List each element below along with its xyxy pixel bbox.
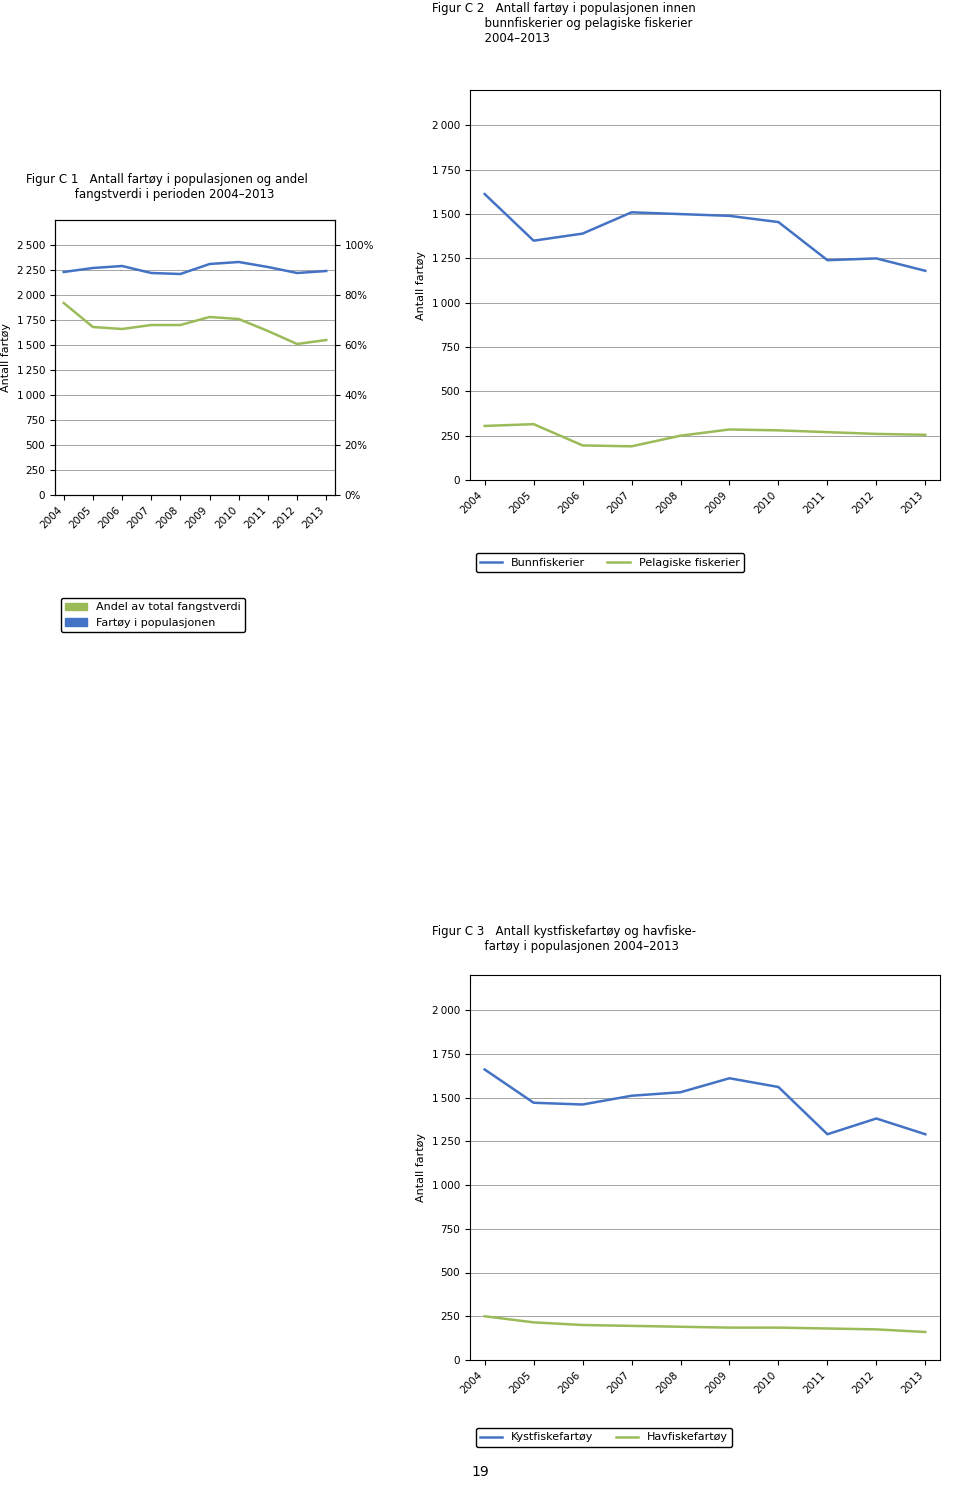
Bunnfiskerier [724,206,735,224]
Bunnfiskerier [675,205,686,223]
Pelagiske fiskerier [724,420,735,438]
Line: Havfiskefartøy: Havfiskefartøy [485,1316,925,1333]
Legend: Bunnfiskerier, Pelagiske fiskerier: Bunnfiskerier, Pelagiske fiskerier [475,553,744,572]
Havfiskefartøy [871,1321,882,1339]
Bunnfiskerier [528,232,540,249]
Fartøy i populasjonen [262,258,274,276]
Bunnfiskerier [773,214,784,232]
Line: Pelagiske fiskerier: Pelagiske fiskerier [485,424,925,447]
Pelagiske fiskerier [871,424,882,442]
Pelagiske fiskerier [920,426,931,444]
Bunnfiskerier [920,261,931,279]
Fartøy i populasjonen [175,264,186,282]
Legend: Kystfiskefartøy, Havfiskefartøy: Kystfiskefartøy, Havfiskefartøy [475,1428,732,1446]
Kystfiskefartøy [626,1086,637,1104]
Kystfiskefartøy [479,1061,491,1079]
Pelagiske fiskerier [675,427,686,445]
Line: Kystfiskefartøy: Kystfiskefartøy [485,1070,925,1134]
Bunnfiskerier [626,203,637,221]
Bunnfiskerier [577,224,588,242]
Havfiskefartøy [724,1319,735,1337]
Kystfiskefartøy [822,1125,833,1143]
Fartøy i populasjonen [321,261,332,279]
Kystfiskefartøy [528,1094,540,1112]
Pelagiske fiskerier [822,423,833,441]
Pelagiske fiskerier [773,421,784,439]
Havfiskefartøy [675,1318,686,1336]
Andel av total fangstverdi [262,323,274,341]
Fartøy i populasjonen [233,252,245,270]
Text: 19: 19 [471,1466,489,1479]
Fartøy i populasjonen [58,263,69,281]
Andel av total fangstverdi [291,335,302,353]
Havfiskefartøy [479,1307,491,1325]
Line: Fartøy i populasjonen: Fartøy i populasjonen [63,261,326,273]
Y-axis label: Antall fartøy: Antall fartøy [417,251,426,320]
Andel av total fangstverdi [204,308,215,326]
Kystfiskefartøy [773,1079,784,1097]
Text: Figur C 3   Antall kystfiskefartøy og havfiske-
              fartøy i populasjo: Figur C 3 Antall kystfiskefartøy og havf… [432,925,696,953]
Y-axis label: Antall fartøy: Antall fartøy [417,1132,426,1203]
Bunnfiskerier [479,185,491,203]
Havfiskefartøy [822,1319,833,1337]
Pelagiske fiskerier [577,436,588,454]
Line: Andel av total fangstverdi: Andel av total fangstverdi [63,303,326,344]
Pelagiske fiskerier [626,438,637,456]
Havfiskefartøy [626,1316,637,1334]
Kystfiskefartøy [724,1070,735,1088]
Pelagiske fiskerier [479,417,491,435]
Havfiskefartøy [528,1313,540,1331]
Kystfiskefartøy [871,1110,882,1128]
Legend: Andel av total fangstverdi, Fartøy i populasjonen: Andel av total fangstverdi, Fartøy i pop… [60,598,246,632]
Text: Figur C 2   Antall fartøy i populasjonen innen
              bunnfiskerier og pe: Figur C 2 Antall fartøy i populasjonen i… [432,1,695,45]
Fartøy i populasjonen [291,264,302,282]
Andel av total fangstverdi [146,317,157,335]
Havfiskefartøy [577,1316,588,1334]
Text: Figur C 1   Antall fartøy i populasjonen og andel
             fangstverdi i per: Figur C 1 Antall fartøy i populasjonen o… [26,173,308,200]
Andel av total fangstverdi [116,320,128,338]
Line: Bunnfiskerier: Bunnfiskerier [485,194,925,270]
Kystfiskefartøy [920,1125,931,1143]
Fartøy i populasjonen [87,258,99,276]
Andel av total fangstverdi [87,318,99,336]
Andel av total fangstverdi [175,317,186,335]
Fartøy i populasjonen [116,257,128,275]
Bunnfiskerier [871,249,882,267]
Y-axis label: Antall fartøy: Antall fartøy [1,323,12,391]
Andel av total fangstverdi [321,332,332,350]
Fartøy i populasjonen [146,264,157,282]
Bunnfiskerier [822,251,833,269]
Andel av total fangstverdi [233,311,245,329]
Kystfiskefartøy [577,1095,588,1113]
Andel av total fangstverdi [58,294,69,312]
Havfiskefartøy [920,1324,931,1342]
Pelagiske fiskerier [528,415,540,433]
Kystfiskefartøy [675,1083,686,1101]
Fartøy i populasjonen [204,255,215,273]
Havfiskefartøy [773,1319,784,1337]
